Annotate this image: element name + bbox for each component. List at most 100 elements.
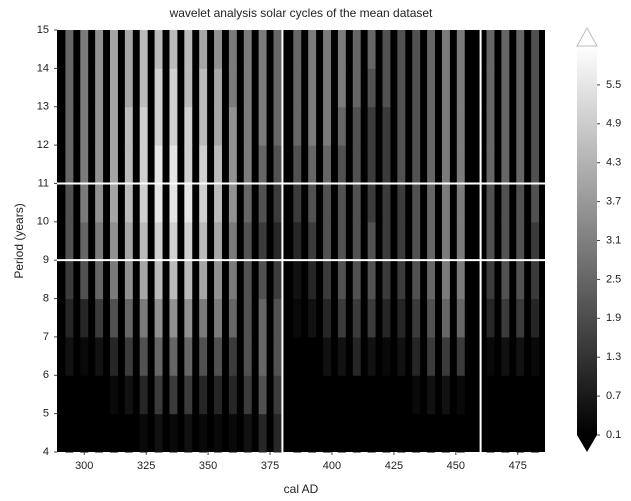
heat-cell xyxy=(154,145,163,184)
heat-cell xyxy=(456,68,465,108)
heat-cell xyxy=(308,375,317,415)
heat-cell xyxy=(293,183,302,223)
heat-cell xyxy=(367,375,376,415)
heat-cell xyxy=(243,375,252,415)
heat-cell xyxy=(293,336,302,376)
heat-cell xyxy=(110,336,118,376)
heat-cell xyxy=(337,221,346,261)
heat-cell xyxy=(397,298,406,338)
heat-cell xyxy=(382,298,391,338)
heat-cell xyxy=(184,68,193,108)
heat-cell xyxy=(95,221,104,261)
heat-cell xyxy=(169,413,178,453)
heat-cell xyxy=(441,30,450,69)
heat-cell xyxy=(65,336,74,376)
heat-cell xyxy=(273,336,282,376)
x-axis-label: cal AD xyxy=(284,482,319,496)
heat-cell xyxy=(501,413,510,453)
heat-cell xyxy=(323,145,331,184)
heat-cell xyxy=(323,68,331,108)
heat-cell xyxy=(199,221,208,261)
heat-cell xyxy=(199,413,208,453)
heat-cell xyxy=(154,336,163,376)
heat-cell xyxy=(154,183,163,223)
heat-cell xyxy=(273,106,282,146)
heat-cell xyxy=(456,30,465,69)
heat-cell xyxy=(95,106,104,146)
heat-cell xyxy=(258,106,267,146)
heat-cell xyxy=(456,145,465,184)
heat-cell xyxy=(367,298,376,338)
heat-cell xyxy=(337,413,346,453)
heat-cell xyxy=(124,183,133,223)
heat-cell xyxy=(80,145,89,184)
heat-cell xyxy=(293,413,302,453)
x-tick-label: 350 xyxy=(199,460,217,472)
heat-cell xyxy=(397,221,406,261)
heat-cell xyxy=(412,183,421,223)
heat-cell xyxy=(397,68,406,108)
y-tick-label: 15 xyxy=(37,24,49,36)
heat-cell xyxy=(124,68,133,108)
heat-cell xyxy=(228,30,237,69)
heat-cell xyxy=(199,183,208,223)
chart-title: wavelet analysis solar cycles of the mea… xyxy=(169,6,433,20)
heat-cell xyxy=(199,260,208,300)
heat-cell xyxy=(199,298,208,338)
heat-cell xyxy=(531,260,540,300)
heat-cell xyxy=(382,413,391,453)
heat-cell xyxy=(124,260,133,300)
heat-cell xyxy=(456,221,465,261)
heat-cell xyxy=(427,145,436,184)
colorbar-extend-top xyxy=(576,26,598,47)
heat-cell xyxy=(352,375,361,415)
heat-cell xyxy=(486,375,495,415)
heat-cell xyxy=(531,183,540,223)
heat-cell xyxy=(95,336,104,376)
heat-cell xyxy=(352,298,361,338)
heat-cell xyxy=(110,145,118,184)
heat-cell xyxy=(412,30,421,69)
y-tick-label: 5 xyxy=(43,408,49,420)
heat-cell xyxy=(154,30,163,69)
heat-cell xyxy=(501,375,510,415)
heat-cell xyxy=(169,68,178,108)
y-tick-label: 14 xyxy=(37,62,49,74)
x-tick-label: 475 xyxy=(509,460,527,472)
heat-cell xyxy=(273,68,282,108)
heat-cell xyxy=(273,221,282,261)
heat-cell xyxy=(243,145,252,184)
heat-cell xyxy=(258,183,267,223)
heat-cell xyxy=(501,260,510,300)
heat-cell xyxy=(337,68,346,108)
heat-cell xyxy=(308,68,317,108)
heat-cell xyxy=(352,221,361,261)
heat-cell xyxy=(397,145,406,184)
heat-cell xyxy=(169,106,178,146)
x-tick-label: 375 xyxy=(261,460,279,472)
heat-cell xyxy=(110,106,118,146)
heat-cell xyxy=(308,336,317,376)
heat-cell xyxy=(80,68,89,108)
heat-cell xyxy=(293,68,302,108)
heat-cell xyxy=(427,260,436,300)
heat-cell xyxy=(228,336,237,376)
heat-cell xyxy=(95,145,104,184)
heat-cell xyxy=(258,298,267,338)
heat-cell xyxy=(516,183,525,223)
heat-cell xyxy=(65,298,74,338)
heat-cell xyxy=(273,260,282,300)
heat-cell xyxy=(441,106,450,146)
heat-cell xyxy=(337,260,346,300)
heat-cell xyxy=(531,375,540,415)
heat-cell xyxy=(367,106,376,146)
heat-cell xyxy=(352,106,361,146)
heat-cell xyxy=(80,413,89,453)
heat-cell xyxy=(293,106,302,146)
colorbar-tick-label: 3.7 xyxy=(606,196,621,208)
heat-cell xyxy=(308,145,317,184)
heat-cell xyxy=(124,30,133,69)
heat-cell xyxy=(110,68,118,108)
heat-cell xyxy=(169,336,178,376)
